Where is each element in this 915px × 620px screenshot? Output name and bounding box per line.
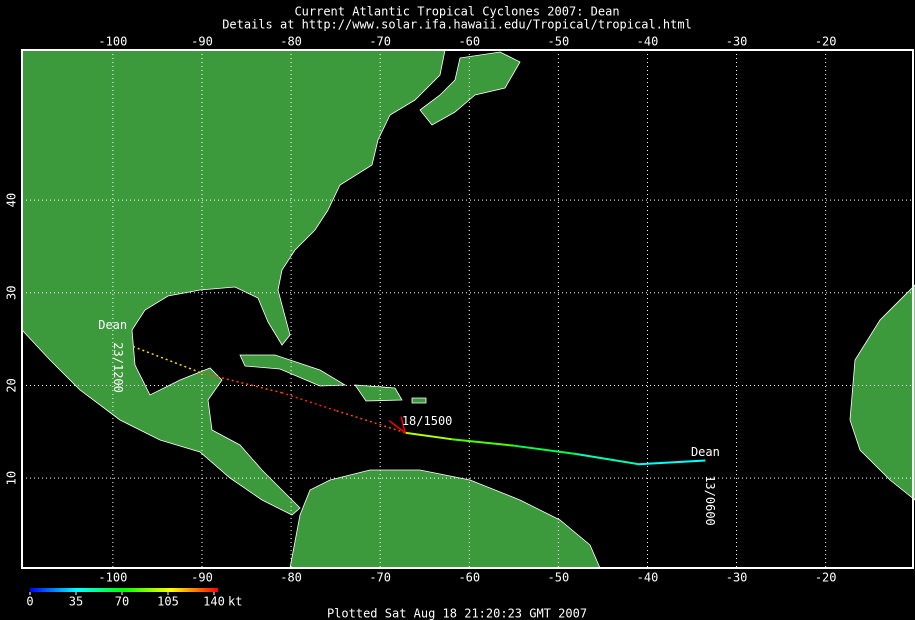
track-segment	[404, 431, 452, 441]
puerto-rico	[411, 397, 427, 404]
storm-name-start: Dean	[691, 445, 720, 459]
north-america	[21, 49, 446, 516]
colorbar-tick-label: 70	[115, 595, 129, 609]
colorbar-tick-label: 105	[157, 595, 179, 609]
cuba	[239, 354, 347, 387]
x-tick-label-top: -30	[726, 35, 748, 49]
x-tick-label-bottom: -90	[191, 571, 213, 585]
x-tick-label-bottom: -100	[98, 571, 127, 585]
x-tick-label-top: -60	[458, 35, 480, 49]
map-frame	[21, 49, 914, 569]
x-tick-label-top: -100	[98, 35, 127, 49]
colorbar-unit: kt	[228, 595, 242, 609]
x-tick-label-bottom: -50	[548, 571, 570, 585]
title: Current Atlantic Tropical Cyclones 2007:…	[294, 5, 619, 19]
africa	[849, 284, 915, 501]
x-tick-label-bottom: -20	[815, 571, 837, 585]
start-time: 13/0600	[703, 475, 717, 526]
x-tick-label-bottom: -80	[280, 571, 302, 585]
track-segment	[513, 444, 577, 456]
track: Dean 13/0600 18/1500 Dean 23/1200	[98, 318, 720, 526]
x-tick-label-top: -90	[191, 35, 213, 49]
colorbar: 0 35 70 105 140 kt	[26, 588, 242, 609]
y-tick-label: 40	[5, 193, 19, 207]
forecast-segment	[281, 392, 336, 412]
grid: -100 -100 -90 -90 -80 -80 -70 -70 -60 -60 -50 -50 -4…	[5, 35, 913, 585]
track-segment	[576, 453, 639, 466]
forecast-segment	[200, 371, 283, 394]
x-tick-label-bottom: -60	[458, 571, 480, 585]
newfoundland	[419, 51, 521, 126]
land	[21, 49, 915, 569]
colorbar-tick-label: 0	[26, 595, 33, 609]
footer: Plotted Sat Aug 18 21:20:23 GMT 2007	[327, 607, 587, 620]
current-time: 18/1500	[402, 414, 453, 428]
y-tick-label: 20	[5, 378, 19, 392]
x-tick-label-bottom: -40	[637, 571, 659, 585]
end-time: 23/1200	[111, 342, 125, 393]
colorbar-tick-label: 140	[203, 595, 225, 609]
colorbar-tick-label: 35	[69, 595, 83, 609]
subtitle: Details at http://www.solar.ifa.hawaii.e…	[222, 18, 692, 32]
x-tick-label-top: -80	[280, 35, 302, 49]
colorbar-gradient	[30, 588, 218, 592]
current-marker	[388, 416, 407, 435]
x-tick-label-top: -70	[369, 35, 391, 49]
track-segment	[451, 438, 514, 447]
hispaniola	[354, 384, 403, 402]
forecast-segment	[335, 409, 406, 434]
y-tick-label: 10	[5, 471, 19, 485]
x-tick-label-top: -50	[548, 35, 570, 49]
x-tick-label-top: -40	[637, 35, 659, 49]
south-america	[289, 469, 601, 569]
storm-name-end: Dean	[98, 318, 127, 332]
track-segment	[638, 459, 706, 466]
forecast-segment	[130, 344, 201, 374]
x-tick-label-top: -20	[815, 35, 837, 49]
y-tick-label: 30	[5, 286, 19, 300]
x-tick-label-bottom: -30	[726, 571, 748, 585]
x-tick-label-bottom: -70	[369, 571, 391, 585]
